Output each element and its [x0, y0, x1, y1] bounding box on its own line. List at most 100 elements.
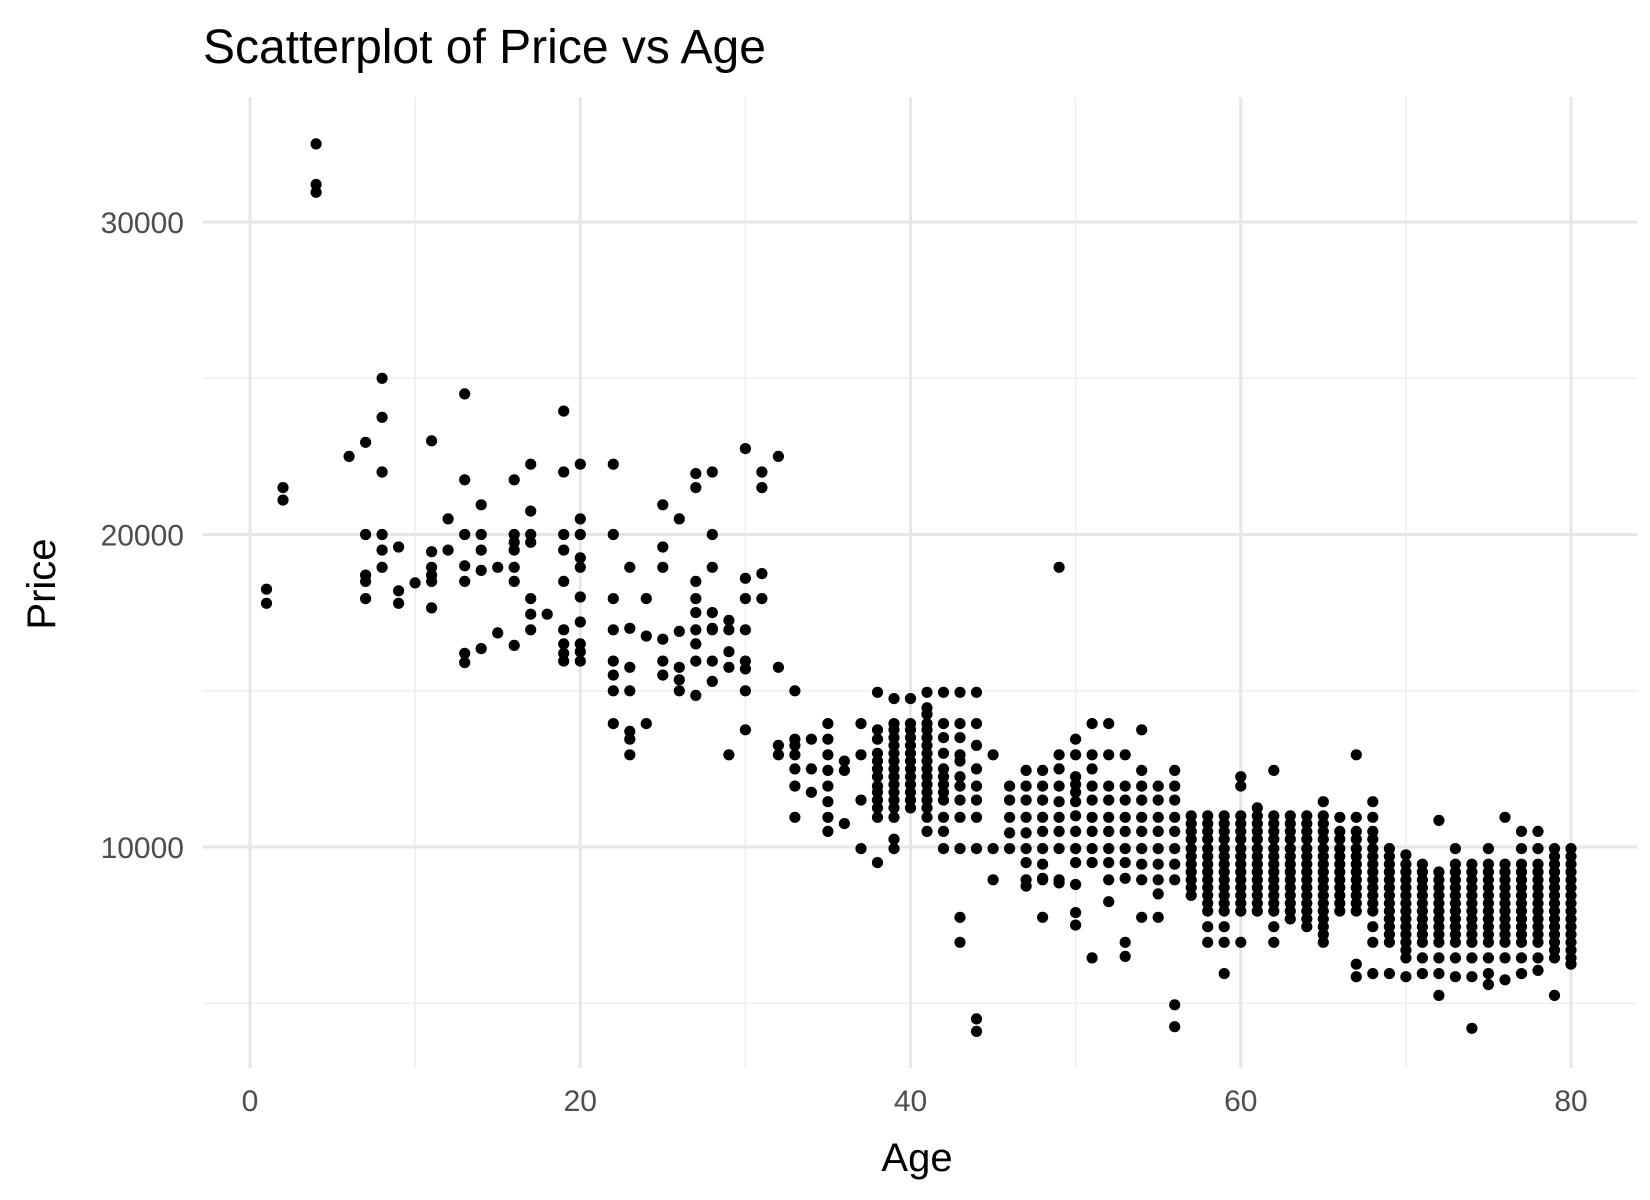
scatter-point — [1416, 913, 1428, 925]
scatter-point — [1565, 850, 1577, 863]
scatter-point — [1070, 843, 1082, 855]
scatter-point — [1499, 858, 1511, 870]
scatter-point — [558, 624, 570, 636]
scatter-point — [937, 794, 950, 806]
scatter-point — [1449, 936, 1461, 948]
scatter-point — [525, 608, 537, 620]
scatter-point — [1499, 889, 1511, 902]
scatter-point — [1383, 968, 1395, 980]
scatter-point — [1119, 811, 1131, 823]
scatter-point — [690, 607, 702, 619]
scatter-point — [574, 591, 586, 603]
scatter-point — [1235, 936, 1247, 948]
scatter-point — [1251, 858, 1263, 870]
scatter-point — [1235, 843, 1247, 855]
scatter-point — [1004, 794, 1016, 806]
scatter-point — [1169, 794, 1181, 806]
scatter-point — [937, 718, 950, 730]
scatter-point — [1103, 825, 1115, 838]
scatter-point — [1317, 889, 1329, 902]
scatter-point — [1433, 928, 1445, 941]
chart-title: Scatterplot of Price vs Age — [203, 21, 766, 74]
scatter-point — [1070, 878, 1082, 891]
scatter-point — [1268, 897, 1280, 909]
scatter-point — [904, 794, 917, 806]
scatter-point — [954, 811, 966, 823]
scatter-point — [1004, 780, 1016, 792]
scatter-point — [690, 689, 702, 702]
scatter-point — [1185, 866, 1197, 878]
scatter-point — [1499, 913, 1511, 925]
scatter-point — [888, 794, 900, 806]
x-tick-label: 80 — [1554, 1085, 1587, 1118]
scatter-point — [690, 468, 702, 480]
scatter-point — [1433, 913, 1445, 925]
scatter-point — [871, 763, 884, 775]
scatter-point — [360, 575, 372, 588]
scatter-point — [1136, 874, 1148, 886]
scatter-point — [1449, 971, 1461, 983]
scatter-point — [739, 724, 752, 736]
scatter-point — [1532, 936, 1544, 948]
scatter-point — [1367, 858, 1379, 870]
scatter-point — [1235, 818, 1247, 830]
scatter-point — [1235, 771, 1247, 783]
scatter-point — [921, 739, 933, 752]
scatter-point — [1548, 921, 1561, 933]
scatter-point — [1053, 780, 1065, 792]
scatter-point — [1532, 843, 1544, 855]
scatter-point — [1449, 866, 1461, 878]
scatter-point — [607, 458, 619, 470]
scatter-point — [1037, 780, 1049, 792]
scatter-point — [1185, 818, 1197, 830]
scatter-point — [1284, 810, 1296, 822]
scatter-point — [541, 608, 553, 620]
scatter-point — [1466, 913, 1478, 925]
scatter-point — [607, 718, 619, 730]
scatter-point — [1350, 905, 1362, 917]
scatter-point — [1416, 866, 1428, 878]
scatter-point — [1301, 810, 1313, 822]
scatter-point — [904, 732, 917, 744]
scatter-point — [937, 747, 950, 759]
scatter-point — [970, 739, 983, 752]
scatter-point — [1499, 921, 1511, 933]
scatter-point — [1367, 796, 1379, 808]
scatter-point — [1515, 866, 1528, 878]
scatter-point — [1086, 763, 1098, 775]
scatter-point — [1548, 889, 1561, 902]
scatter-point — [1350, 850, 1362, 863]
scatter-point — [1251, 802, 1263, 814]
scatter-point — [1548, 850, 1561, 863]
scatter-point — [1400, 849, 1412, 861]
y-axis-title: Price — [20, 538, 64, 629]
scatter-point — [1482, 905, 1494, 917]
scatter-point — [756, 466, 768, 478]
scatter-point — [1169, 825, 1181, 838]
scatter-point — [1515, 921, 1528, 933]
scatter-point — [1218, 850, 1230, 863]
scatter-point — [492, 561, 504, 573]
scatter-point — [1499, 874, 1511, 886]
scatter-point — [1317, 913, 1329, 925]
scatter-point — [1416, 889, 1428, 902]
scatter-point — [360, 528, 372, 541]
scatter-point — [640, 593, 652, 605]
scatter-point — [1400, 944, 1412, 956]
scatter-point — [1235, 825, 1247, 838]
scatter-point — [624, 661, 636, 673]
scatter-point — [1532, 889, 1544, 902]
scatter-point — [1070, 786, 1082, 798]
scatter-point — [1284, 882, 1296, 894]
scatter-point — [822, 749, 834, 761]
scatter-point — [1449, 905, 1461, 917]
scatter-point — [1565, 913, 1577, 925]
scatter-point — [1350, 866, 1362, 878]
scatter-point — [657, 669, 669, 681]
scatter-point — [1218, 866, 1230, 878]
scatter-point — [426, 435, 438, 447]
scatter-point — [1317, 897, 1329, 909]
scatter-point — [1235, 889, 1247, 902]
scatter-point — [1499, 882, 1511, 894]
scatter-point — [1251, 866, 1263, 878]
